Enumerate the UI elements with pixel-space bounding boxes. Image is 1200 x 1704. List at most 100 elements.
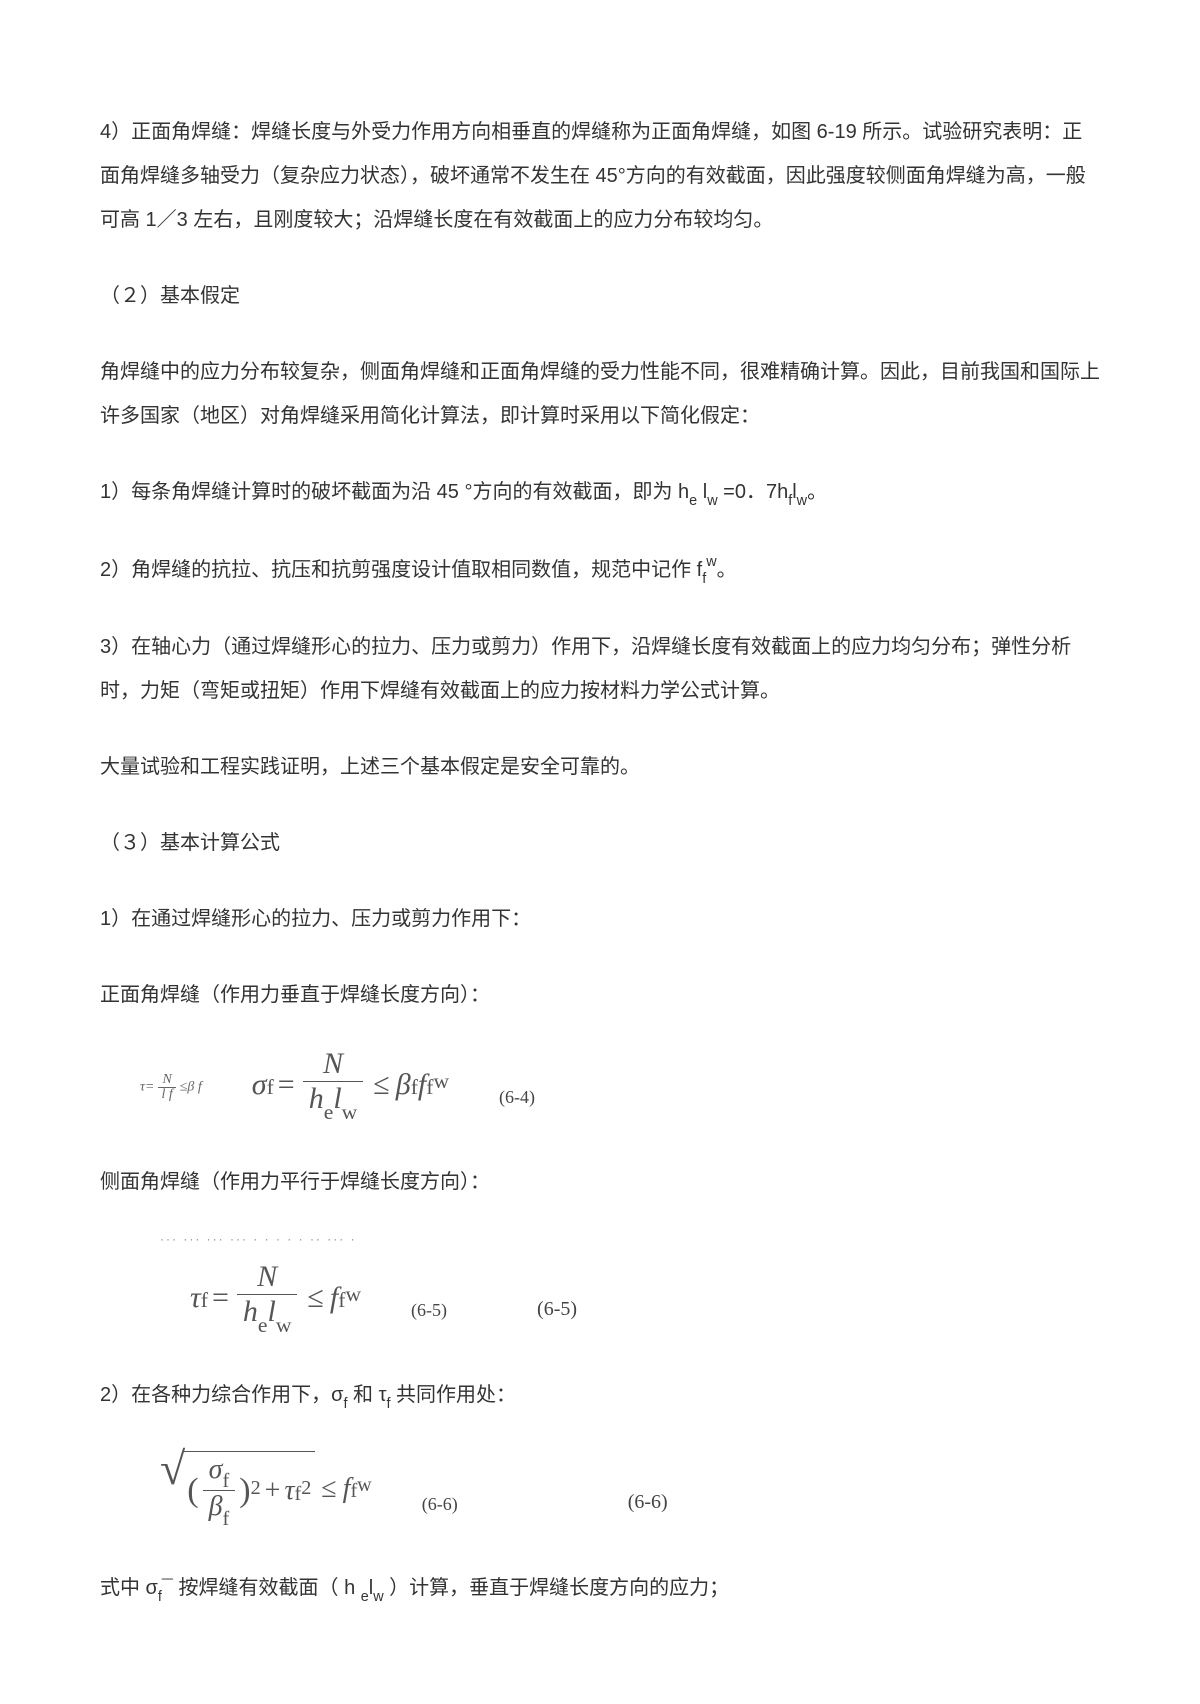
where-clause: 式中 σf¯ 按焊缝有效截面（ h elw ）计算，垂直于焊缝长度方向的应力；: [100, 1566, 1100, 1612]
eq65-tau: τ: [190, 1265, 201, 1331]
eq66-f: f: [343, 1458, 351, 1520]
sub-e: e: [689, 493, 697, 509]
eq66-tau-sub: f: [294, 1472, 301, 1516]
equation-6-5-number-inner: (6-5): [411, 1291, 447, 1333]
equation-6-6-number-inner: (6-6): [422, 1485, 458, 1527]
eq66-plus: +: [265, 1460, 281, 1522]
eq66-beta: β: [209, 1491, 223, 1522]
eq64-sigma: σ: [252, 1052, 267, 1118]
eq65-h: h: [243, 1295, 258, 1328]
eq64-num: N: [317, 1049, 349, 1081]
case2-sigma-sub: f: [343, 1396, 347, 1412]
side-weld-label: 侧面角焊缝（作用力平行于焊缝长度方向）：: [100, 1160, 1100, 1204]
eq66-sigma-sub: f: [222, 1470, 229, 1492]
eq65-tau-sub: f: [201, 1277, 208, 1325]
eq65-frac: N helw: [237, 1262, 298, 1333]
eq64-f-sup: w: [433, 1058, 449, 1106]
eq66-tau: τ: [284, 1460, 294, 1522]
case2-b: 和 τ: [347, 1384, 386, 1406]
heading-formulae: （３）基本计算公式: [100, 821, 1100, 865]
case2-tau-sub: f: [386, 1396, 390, 1412]
where-a: 式中 σ: [100, 1577, 158, 1599]
equation-6-4-thumb: τ= Nl f ≤β f: [140, 1073, 202, 1102]
thumb-den: l f: [158, 1087, 175, 1102]
equation-6-5: τf = N helw ≤ ffw: [190, 1262, 361, 1333]
eq65-he: e: [258, 1313, 268, 1337]
paragraph-assumptions-intro: 角焊缝中的应力分布较复杂，侧面角焊缝和正面角焊缝的受力性能不同，很难精确计算。因…: [100, 350, 1100, 438]
equation-6-6: √ ( σf βf )2 + τf2 ≤ ffw: [160, 1451, 372, 1527]
eq65-num: N: [251, 1262, 283, 1294]
eq66-f-sub: f: [350, 1469, 357, 1513]
eq65-le: ≤: [307, 1265, 323, 1331]
assumption-1-a: 1）每条角焊缝计算时的破坏截面为沿 45 °方向的有效截面，即为 h: [100, 481, 689, 503]
assumption-3: 3）在轴心力（通过焊缝形心的拉力、压力或剪力）作用下，沿焊缝长度有效截面上的应力…: [100, 625, 1100, 713]
assumption-1-b: l: [697, 481, 707, 503]
eq66-f-sup: w: [357, 1463, 372, 1507]
equation-6-4-number: (6-4): [499, 1078, 535, 1120]
where-he-sub: e: [361, 1589, 369, 1605]
where-b: ¯ 按焊缝有效截面（ h: [162, 1577, 361, 1599]
heading-assumptions: （２）基本假定: [100, 274, 1100, 318]
eq65-eq: =: [212, 1265, 229, 1331]
eq66-frac-num: σf: [203, 1456, 236, 1491]
front-weld-label: 正面角焊缝（作用力垂直于焊缝长度方向）：: [100, 973, 1100, 1017]
equation-6-4: σf = N helw ≤ βf ffw: [252, 1049, 449, 1120]
equation-6-5-row: τf = N helw ≤ ffw (6-5) (6-5): [190, 1262, 1100, 1333]
eq66-le: ≤: [321, 1458, 336, 1520]
eq66-sqrt: √ ( σf βf )2 + τf2: [160, 1451, 315, 1527]
assumption-1-e: 。: [807, 481, 827, 503]
eq66-frac-den: βf: [203, 1490, 236, 1526]
eq64-eq: =: [278, 1052, 295, 1118]
eq64-beta-sub: f: [411, 1064, 418, 1112]
radical-icon: √: [160, 1451, 185, 1527]
assumption-1: 1）每条角焊缝计算时的破坏截面为沿 45 °方向的有效截面，即为 he lw =…: [100, 470, 1100, 516]
sub-f-2: f: [702, 571, 706, 587]
eq64-beta: β: [396, 1052, 411, 1118]
eq64-le: ≤: [373, 1052, 389, 1118]
eq64-f-sub: f: [426, 1064, 433, 1112]
eq66-beta-sub: f: [223, 1508, 230, 1530]
thumb-frac: Nl f: [158, 1073, 175, 1102]
paragraph-4: 4）正面角焊缝：焊缝长度与外受力作用方向相垂直的焊缝称为正面角焊缝，如图 6-1…: [100, 110, 1100, 242]
thumb-num: N: [159, 1073, 174, 1087]
where-d: ）计算，垂直于焊缝长度方向的应力；: [384, 1577, 730, 1599]
eq66-radicand: ( σf βf )2 + τf2: [183, 1451, 315, 1527]
eq64-h: h: [309, 1082, 324, 1115]
eq64-frac: N helw: [303, 1049, 364, 1120]
assumption-2-b: 。: [717, 559, 737, 581]
eq64-den: helw: [303, 1081, 364, 1120]
thumb-le: ≤β f: [180, 1080, 202, 1095]
sub-w-2: w: [797, 493, 807, 509]
sup-w: w: [706, 554, 716, 570]
sub-w: w: [707, 493, 717, 509]
eq66-tau-pow: 2: [301, 1466, 311, 1510]
equation-6-6-row: √ ( σf βf )2 + τf2 ≤ ffw (6-6) (6-6): [160, 1451, 1100, 1527]
sub-f: f: [788, 493, 792, 509]
equation-6-4-row: τ=Nl f≤β f σf = N helw ≤ βf ffw (6-4): [140, 1049, 1100, 1120]
formula-case-1: 1）在通过焊缝形心的拉力、压力或剪力作用下：: [100, 897, 1100, 941]
eq64-he: e: [324, 1100, 334, 1124]
case2-a: 2）在各种力综合作用下，σ: [100, 1384, 343, 1406]
paragraph-evidence: 大量试验和工程实践证明，上述三个基本假定是安全可靠的。: [100, 745, 1100, 789]
equation-6-5-number-outer: (6-5): [537, 1287, 577, 1333]
eq65-lw: w: [276, 1313, 292, 1337]
formula-case-2: 2）在各种力综合作用下，σf 和 τf 共同作用处：: [100, 1373, 1100, 1419]
eq64-f: f: [418, 1052, 426, 1118]
smudge-dots: ··· ··· ··· ··· · · · · · ·· ··· ·: [160, 1226, 1100, 1252]
where-sigma-sub: f: [158, 1589, 162, 1605]
eq66-pow2: 2: [251, 1466, 261, 1510]
eq65-den: helw: [237, 1294, 298, 1333]
assumption-2-a: 2）角焊缝的抗拉、抗压和抗剪强度设计值取相同数值，规范中记作 f: [100, 559, 702, 581]
assumption-2: 2）角焊缝的抗拉、抗压和抗剪强度设计值取相同数值，规范中记作 ffw。: [100, 548, 1100, 594]
eq65-f: f: [330, 1265, 338, 1331]
assumption-1-d: l: [792, 481, 796, 503]
eq65-l: l: [267, 1295, 275, 1328]
assumption-1-c: =0．7h: [718, 481, 789, 503]
eq66-sigma: σ: [209, 1454, 223, 1485]
thumb-lhs: τ=: [140, 1080, 154, 1095]
eq64-lw: w: [342, 1100, 358, 1124]
eq66-frac: σf βf: [203, 1456, 236, 1527]
eq65-f-sup: w: [345, 1271, 361, 1319]
where-lw-sub: w: [373, 1589, 383, 1605]
equation-6-6-number-outer: (6-6): [628, 1480, 668, 1526]
